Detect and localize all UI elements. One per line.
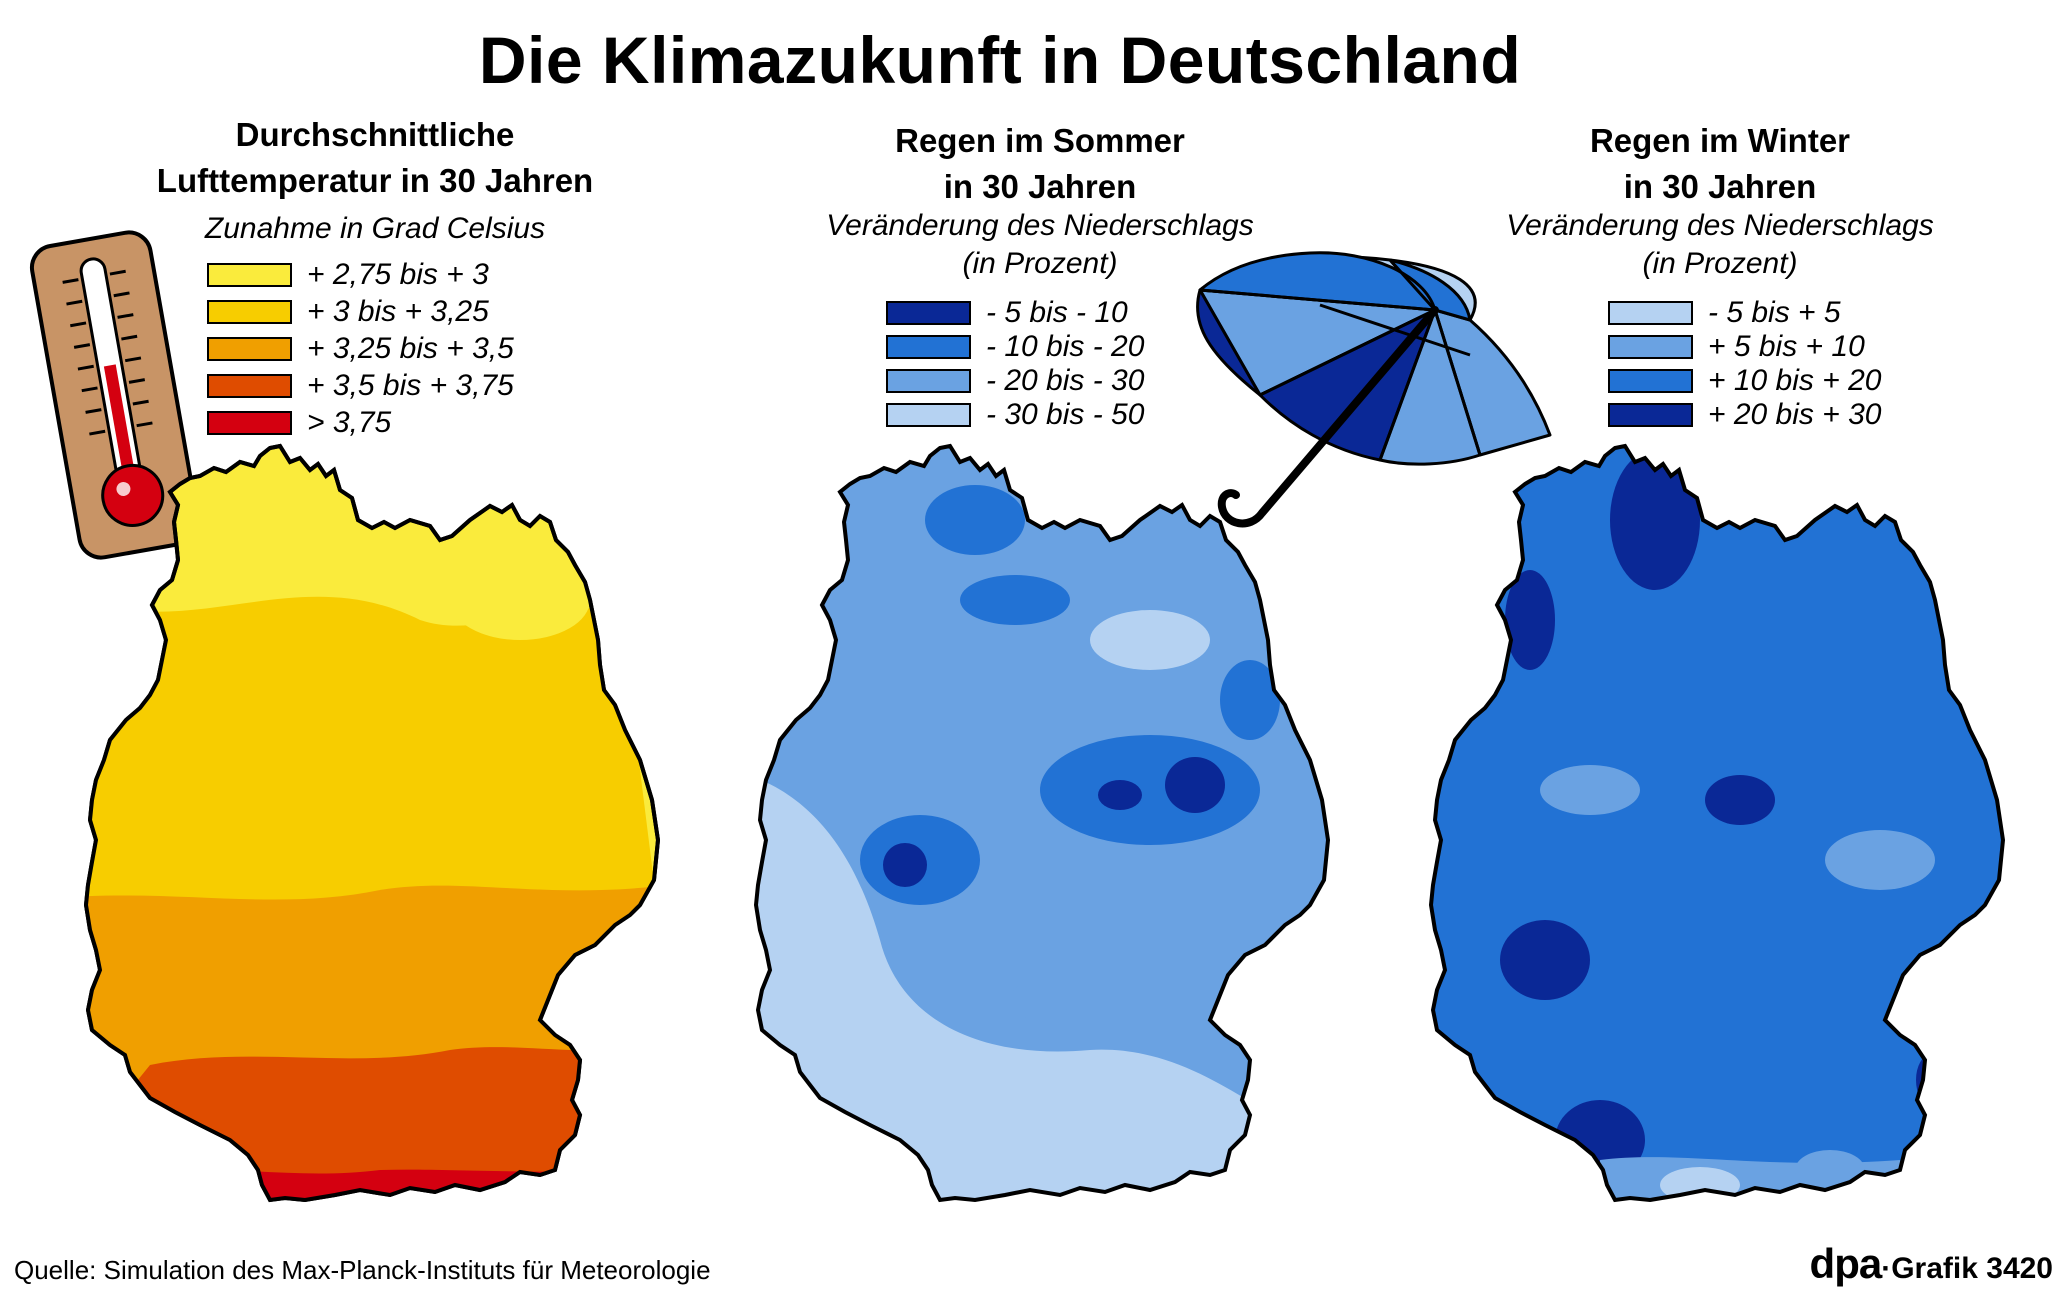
legend-item: + 3,5 bis + 3,75 (207, 369, 567, 406)
winter-rain-map (1429, 444, 2005, 1202)
temperature-legend: + 2,75 bis + 3 + 3 bis + 3,25 + 3,25 bis… (207, 258, 567, 443)
winter-title: Regen im Winter in 30 Jahren (1470, 118, 1970, 210)
legend-swatch (207, 300, 292, 324)
legend-swatch (207, 263, 292, 287)
legend-label: + 5 bis + 10 (1708, 330, 1865, 363)
summer-legend: - 5 bis - 10 - 10 bis - 20 - 20 bis - 30… (886, 296, 1206, 432)
legend-swatch (1608, 335, 1693, 359)
summer-subtitle-line1: Veränderung des Niederschlags (826, 209, 1254, 242)
summer-rain-map (754, 444, 1330, 1202)
legend-swatch (886, 403, 971, 427)
thermometer-icon (29, 230, 201, 560)
summer-title-line2: in 30 Jahren (943, 168, 1137, 205)
legend-label: - 20 bis - 30 (986, 364, 1145, 397)
winter-legend: - 5 bis + 5 + 5 bis + 10 + 10 bis + 20 +… (1608, 296, 1928, 432)
dpa-logo: dpa (1809, 1240, 1883, 1287)
summer-title-line1: Regen im Sommer (895, 122, 1185, 159)
credit: dpa·Grafik 3420 (1810, 1240, 2053, 1288)
legend-item: + 3,25 bis + 3,5 (207, 332, 567, 369)
legend-item: + 2,75 bis + 3 (207, 258, 567, 295)
winter-subtitle: Veränderung des Niederschlags (in Prozen… (1460, 207, 1980, 283)
page-title: Die Klimazukunft in Deutschland (478, 23, 1522, 97)
winter-subtitle-line1: Veränderung des Niederschlags (1506, 209, 1934, 242)
legend-swatch (1608, 403, 1693, 427)
legend-label: - 5 bis + 5 (1708, 296, 1841, 329)
umbrella-icon (1196, 251, 1552, 528)
temperature-map (84, 444, 660, 1202)
legend-item: + 10 bis + 20 (1608, 364, 1928, 398)
legend-swatch (207, 374, 292, 398)
summer-title: Regen im Sommer in 30 Jahren (790, 118, 1290, 210)
legend-swatch (207, 337, 292, 361)
legend-label: > 3,75 (307, 406, 392, 439)
legend-label: - 30 bis - 50 (986, 398, 1145, 431)
legend-label: + 10 bis + 20 (1708, 364, 1882, 397)
legend-label: - 10 bis - 20 (986, 330, 1145, 363)
legend-swatch (207, 411, 292, 435)
legend-item: + 20 bis + 30 (1608, 398, 1928, 432)
legend-item: - 10 bis - 20 (886, 330, 1206, 364)
temperature-title-line2: Lufttemperatur in 30 Jahren (156, 162, 594, 199)
legend-swatch (886, 335, 971, 359)
temperature-title: Durchschnittliche Lufttemperatur in 30 J… (110, 112, 640, 204)
legend-item: + 3 bis + 3,25 (207, 295, 567, 332)
legend-swatch (1608, 301, 1693, 325)
legend-label: - 5 bis - 10 (986, 296, 1128, 329)
credit-text: Grafik 3420 (1891, 1252, 2053, 1285)
legend-item: > 3,75 (207, 406, 567, 443)
legend-item: - 5 bis + 5 (1608, 296, 1928, 330)
temperature-title-line1: Durchschnittliche (235, 116, 515, 153)
legend-item: - 5 bis - 10 (886, 296, 1206, 330)
winter-subtitle-line2: (in Prozent) (1642, 247, 1798, 280)
legend-label: + 2,75 bis + 3 (307, 258, 489, 291)
legend-swatch (886, 369, 971, 393)
legend-label: + 3 bis + 3,25 (307, 295, 489, 328)
legend-item: - 30 bis - 50 (886, 398, 1206, 432)
legend-item: - 20 bis - 30 (886, 364, 1206, 398)
legend-label: + 20 bis + 30 (1708, 398, 1882, 431)
legend-swatch (1608, 369, 1693, 393)
winter-title-line2: in 30 Jahren (1623, 168, 1817, 205)
summer-subtitle: Veränderung des Niederschlags (in Prozen… (780, 207, 1300, 283)
temperature-subtitle: Zunahme in Grad Celsius (204, 212, 546, 245)
legend-label: + 3,5 bis + 3,75 (307, 369, 514, 402)
winter-title-line1: Regen im Winter (1589, 122, 1851, 159)
summer-subtitle-line2: (in Prozent) (962, 247, 1118, 280)
source-note: Quelle: Simulation des Max-Planck-Instit… (14, 1255, 711, 1285)
legend-swatch (886, 301, 971, 325)
credit-separator: · (1881, 1252, 1892, 1285)
legend-label: + 3,25 bis + 3,5 (307, 332, 514, 365)
legend-item: + 5 bis + 10 (1608, 330, 1928, 364)
